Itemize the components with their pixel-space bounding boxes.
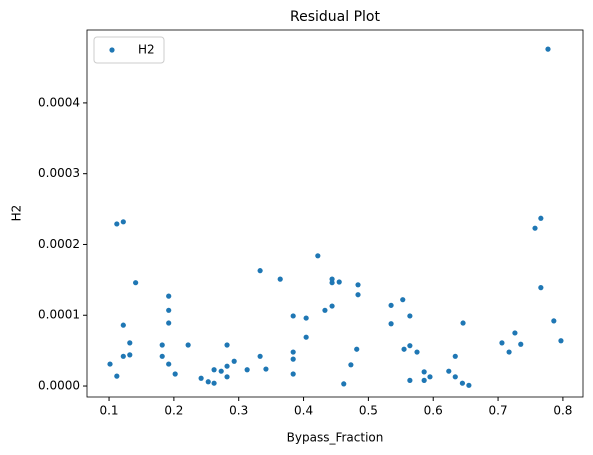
point — [538, 215, 544, 221]
point — [400, 297, 406, 303]
x-tick-label: 0.2 — [164, 404, 183, 418]
point — [336, 279, 342, 285]
point — [166, 361, 172, 367]
point — [263, 366, 269, 372]
point — [205, 379, 211, 385]
point — [211, 367, 217, 373]
point — [388, 302, 394, 308]
x-tick-label: 0.1 — [99, 404, 118, 418]
point — [512, 330, 518, 336]
x-tick-label: 0.8 — [553, 404, 572, 418]
point — [452, 374, 458, 380]
point — [466, 382, 472, 388]
point — [388, 321, 394, 327]
point — [211, 380, 217, 386]
point — [127, 352, 133, 358]
point — [166, 307, 172, 313]
x-tick-label: 0.3 — [229, 404, 248, 418]
point — [322, 307, 328, 313]
point — [218, 368, 224, 374]
point — [114, 373, 120, 379]
point — [460, 320, 466, 326]
point — [348, 362, 354, 368]
point — [231, 358, 237, 364]
point — [354, 346, 360, 352]
point — [120, 322, 126, 328]
point — [407, 313, 413, 319]
point — [401, 346, 407, 352]
point — [172, 371, 178, 377]
point — [198, 375, 204, 381]
point — [427, 374, 433, 380]
point — [452, 353, 458, 359]
x-tick-label: 0.4 — [294, 404, 313, 418]
x-axis-label: Bypass_Fraction — [287, 431, 384, 445]
point — [446, 368, 452, 374]
point — [159, 353, 165, 359]
x-tick-label: 0.6 — [424, 404, 443, 418]
point — [414, 349, 420, 355]
point — [133, 280, 139, 286]
point — [518, 341, 524, 347]
point — [407, 377, 413, 383]
point — [290, 313, 296, 319]
point — [355, 292, 361, 298]
y-tick-label: 0.0001 — [38, 308, 80, 322]
point — [421, 369, 427, 375]
point — [303, 315, 309, 321]
point — [107, 361, 113, 367]
y-axis-label: H2 — [10, 205, 24, 222]
point — [257, 353, 263, 359]
point — [551, 318, 557, 324]
y-tick-label: 0.0000 — [38, 379, 80, 393]
point — [290, 371, 296, 377]
point — [315, 253, 321, 259]
point — [558, 338, 564, 344]
point — [459, 380, 466, 386]
point — [407, 343, 413, 349]
point — [159, 342, 165, 348]
point — [166, 320, 172, 326]
x-tick-label: 0.5 — [359, 404, 378, 418]
point — [224, 363, 230, 369]
point — [499, 340, 505, 346]
point — [127, 340, 133, 346]
y-tick-label: 0.0004 — [38, 95, 80, 109]
point — [185, 342, 191, 348]
y-tick-label: 0.0002 — [38, 237, 80, 251]
point — [114, 221, 120, 227]
point — [290, 349, 296, 355]
legend-box — [93, 36, 165, 64]
point — [244, 367, 250, 373]
plot-frame — [86, 29, 584, 398]
point — [290, 356, 296, 362]
point — [166, 293, 172, 299]
x-tick-label: 0.7 — [489, 404, 508, 418]
point — [355, 282, 361, 288]
point — [257, 268, 263, 274]
legend-marker — [109, 47, 115, 53]
point — [421, 377, 427, 383]
point — [224, 374, 230, 380]
point — [506, 349, 512, 355]
point — [303, 334, 309, 340]
point — [532, 225, 538, 231]
y-tick-label: 0.0003 — [38, 166, 80, 180]
point — [329, 303, 335, 309]
chart-title: Residual Plot — [290, 9, 380, 25]
point — [120, 353, 126, 359]
point — [329, 280, 335, 286]
point — [277, 276, 283, 282]
point — [545, 46, 551, 52]
point — [224, 342, 230, 348]
point — [341, 381, 347, 387]
point — [538, 285, 544, 291]
legend-label: H2 — [138, 43, 155, 57]
point — [120, 219, 126, 225]
